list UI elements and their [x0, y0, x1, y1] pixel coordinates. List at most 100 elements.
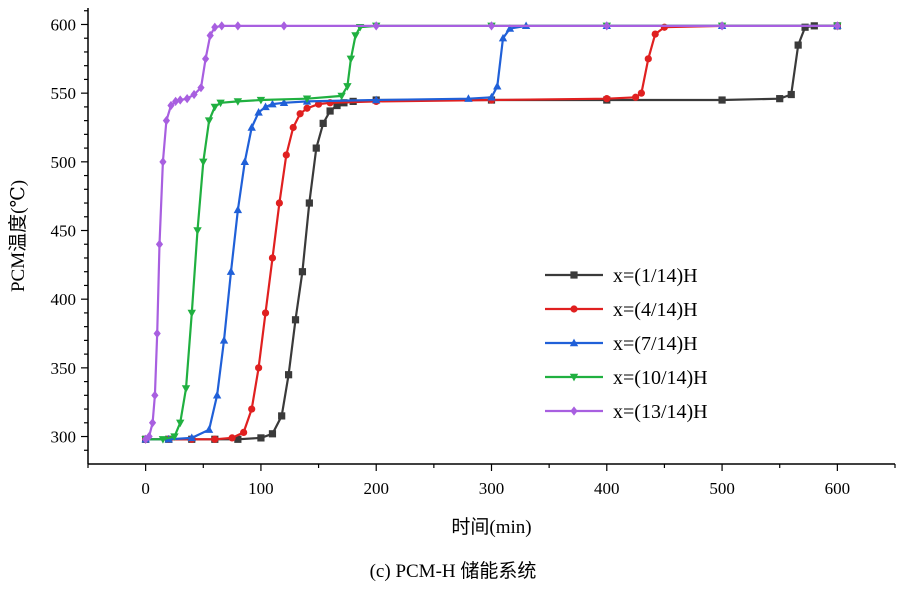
data-point	[201, 54, 210, 64]
series-2	[142, 22, 841, 443]
data-point	[176, 419, 185, 428]
data-point	[176, 95, 184, 105]
data-point	[337, 92, 346, 101]
legend-item: x=(1/14)H	[545, 265, 698, 287]
data-point	[254, 107, 263, 116]
data-point	[372, 95, 381, 104]
legend: x=(1/14)H x=(4/14)H x=(7/14)H x=(10/14)H x=(…	[545, 265, 708, 423]
series-5	[142, 21, 841, 444]
data-point	[162, 116, 170, 126]
data-point	[219, 335, 229, 344]
data-point	[651, 30, 659, 38]
legend-marker	[570, 406, 578, 416]
data-point	[279, 98, 289, 106]
series-3	[141, 21, 842, 443]
data-point	[326, 107, 334, 115]
data-point	[278, 412, 286, 420]
data-point	[487, 21, 496, 31]
series-line	[145, 24, 838, 441]
data-point	[206, 30, 214, 41]
legend-label: x=(7/14)H	[613, 333, 698, 355]
data-point	[464, 94, 473, 102]
y-tick-label: 600	[51, 15, 77, 34]
y-tick-label: 300	[51, 428, 77, 447]
data-point	[233, 205, 243, 214]
data-point	[190, 89, 198, 100]
data-point	[372, 21, 380, 31]
data-point	[226, 267, 236, 275]
data-point	[240, 428, 248, 437]
data-point	[282, 151, 290, 159]
data-point	[145, 431, 153, 442]
series-4	[141, 22, 842, 444]
data-point	[247, 123, 256, 131]
legend-marker	[570, 271, 578, 279]
data-point	[493, 81, 502, 90]
data-point	[333, 101, 341, 110]
data-point	[291, 316, 300, 324]
data-point	[603, 95, 611, 103]
data-point	[298, 268, 307, 276]
data-point	[637, 89, 645, 97]
x-axis-title: 时间(min)	[451, 516, 531, 538]
data-point	[153, 328, 161, 339]
data-point	[275, 199, 283, 207]
data-point	[644, 55, 652, 63]
data-point	[233, 98, 243, 106]
axes: 0 100 200 300 400 500 600 300 350 400 450 500 550 600	[51, 8, 896, 498]
data-point	[833, 21, 841, 31]
data-point	[218, 21, 226, 31]
y-axis-title: PCM温度(℃)	[7, 180, 29, 292]
x-tick-label: 600	[825, 479, 851, 498]
legend-marker	[569, 338, 579, 347]
data-point	[787, 90, 795, 99]
data-point	[296, 110, 304, 118]
data-point	[234, 21, 242, 31]
data-point	[632, 93, 640, 101]
x-tick-label: 300	[479, 479, 505, 498]
y-tick-label: 350	[51, 359, 77, 378]
data-point	[183, 94, 191, 104]
data-point	[212, 390, 222, 399]
data-point	[216, 99, 225, 108]
data-point	[343, 83, 352, 91]
data-point	[240, 157, 249, 166]
data-point	[187, 309, 196, 318]
data-point	[204, 117, 214, 126]
data-point	[280, 21, 288, 31]
data-point	[505, 24, 515, 32]
legend-label: x=(13/14)H	[613, 401, 708, 423]
data-point	[257, 434, 265, 442]
data-point	[261, 309, 270, 317]
data-point	[151, 390, 159, 400]
data-point	[314, 100, 323, 108]
data-point	[228, 434, 236, 442]
x-tick-label: 100	[248, 479, 274, 498]
data-point	[305, 199, 313, 207]
data-point	[289, 123, 297, 132]
legend-item: x=(4/14)H	[545, 299, 698, 321]
data-point	[193, 227, 202, 235]
data-point	[255, 364, 263, 372]
data-point	[302, 95, 312, 104]
y-tick-label: 450	[51, 222, 77, 241]
legend-label: x=(4/14)H	[613, 299, 698, 321]
data-point	[794, 41, 802, 49]
data-point	[158, 436, 168, 444]
data-point	[204, 425, 214, 433]
series-line	[145, 24, 838, 441]
data-point	[319, 119, 327, 127]
data-point	[181, 385, 191, 393]
y-tick-label: 550	[51, 84, 77, 103]
data-point	[303, 104, 311, 112]
data-point	[487, 92, 496, 101]
data-point	[159, 157, 167, 167]
legend-label: x=(1/14)H	[613, 265, 698, 287]
data-point	[261, 102, 270, 111]
data-point	[199, 158, 208, 167]
x-tick-label: 500	[709, 479, 735, 498]
data-point	[498, 33, 508, 42]
data-point	[197, 83, 205, 93]
data-point	[167, 100, 175, 111]
